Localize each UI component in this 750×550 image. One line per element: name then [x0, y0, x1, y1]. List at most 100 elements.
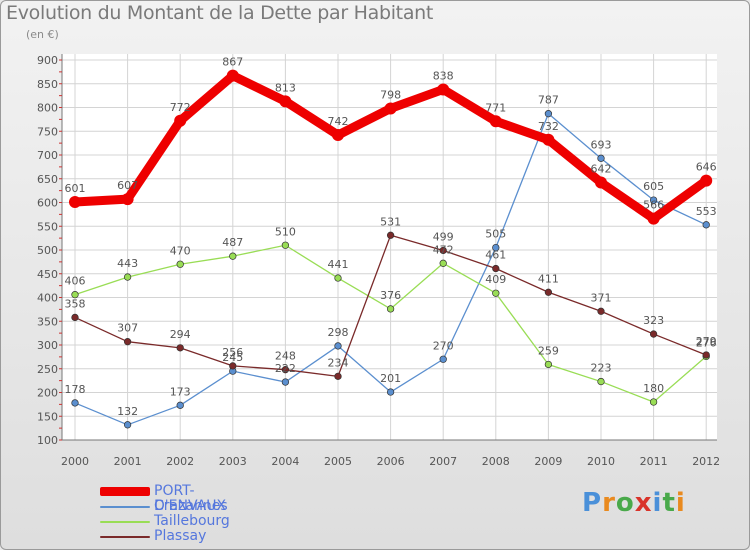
x-tick-label: 2011 — [640, 455, 668, 468]
data-label-port-denvaux: 601 — [65, 182, 86, 195]
y-tick-label: 850 — [37, 78, 58, 91]
data-point-port-denvaux — [226, 69, 239, 82]
y-tick-label: 100 — [37, 434, 58, 447]
y-tick-label: 500 — [37, 244, 58, 257]
x-tick-label: 2007 — [429, 455, 457, 468]
data-point-taillebourg — [649, 398, 658, 406]
legend-label-plassay: Plassay — [154, 528, 207, 544]
data-point-crazannes — [281, 378, 290, 386]
data-point-plassay — [597, 307, 605, 315]
x-tick-label: 2006 — [377, 455, 405, 468]
data-point-crazannes — [386, 388, 395, 396]
data-point-plassay — [386, 231, 395, 239]
x-tick-label: 2005 — [324, 455, 352, 468]
data-label-taillebourg: 470 — [170, 244, 191, 257]
logo-letter: i — [652, 488, 663, 518]
y-tick-label: 400 — [37, 292, 58, 305]
y-tick-label: 300 — [37, 339, 58, 352]
chart-subtitle: (en €) — [26, 28, 59, 41]
y-tick-label: 450 — [37, 268, 58, 281]
data-label-plassay: 256 — [222, 346, 243, 359]
data-point-crazannes — [649, 196, 658, 204]
x-tick-label: 2012 — [692, 455, 720, 468]
logo-letter: x — [634, 488, 653, 518]
data-label-plassay: 358 — [65, 297, 86, 310]
y-tick-label: 550 — [37, 220, 58, 233]
data-label-plassay: 234 — [328, 356, 349, 369]
data-point-taillebourg — [281, 241, 290, 249]
data-label-crazannes: 605 — [643, 180, 664, 193]
data-label-port-denvaux: 867 — [222, 56, 243, 69]
data-label-plassay: 411 — [538, 272, 559, 285]
data-label-plassay: 371 — [591, 291, 612, 304]
legend-swatch-plassay — [100, 536, 150, 538]
data-label-taillebourg: 180 — [643, 382, 664, 395]
data-point-plassay — [281, 366, 290, 374]
data-label-plassay: 248 — [275, 350, 296, 363]
data-point-crazannes — [176, 401, 184, 409]
data-point-plassay — [544, 288, 553, 296]
data-point-crazannes — [71, 399, 79, 407]
data-label-port-denvaux: 771 — [485, 101, 506, 114]
data-label-plassay: 499 — [433, 230, 454, 243]
data-label-plassay: 294 — [170, 328, 191, 341]
legend-label-taillebourg: Taillebourg — [154, 513, 230, 529]
y-tick-label: 750 — [37, 125, 58, 138]
logo-letter: r — [602, 488, 616, 518]
data-label-port-denvaux: 732 — [538, 120, 559, 133]
data-label-plassay: 307 — [117, 322, 138, 335]
data-label-port-denvaux: 813 — [275, 81, 296, 94]
x-tick-label: 2001 — [114, 455, 142, 468]
data-point-taillebourg — [597, 377, 605, 386]
chart-title: Evolution du Montant de la Dette par Hab… — [6, 2, 434, 24]
data-label-crazannes: 132 — [117, 405, 138, 418]
data-point-port-denvaux — [595, 176, 607, 189]
data-point-plassay — [439, 246, 447, 255]
x-tick-label: 2009 — [534, 455, 562, 468]
data-label-taillebourg: 510 — [275, 225, 296, 238]
data-point-crazannes — [597, 154, 605, 162]
x-tick-label: 2010 — [587, 455, 615, 468]
data-point-plassay — [229, 362, 237, 370]
x-tick-label: 2004 — [271, 455, 299, 468]
legend-label-port-denvaux: PORT-D'ENVAUX — [154, 483, 227, 514]
data-point-port-denvaux — [384, 102, 397, 115]
data-point-taillebourg — [544, 360, 553, 369]
x-tick-label: 2003 — [219, 455, 247, 468]
data-point-crazannes — [702, 221, 710, 229]
data-label-taillebourg: 276 — [696, 336, 717, 349]
logo-letter: o — [615, 488, 635, 518]
data-label-taillebourg: 441 — [328, 258, 349, 271]
y-tick-label: 600 — [37, 197, 58, 210]
data-point-crazannes — [334, 342, 342, 350]
x-tick-label: 2000 — [61, 455, 89, 468]
data-label-crazannes: 787 — [538, 94, 559, 107]
y-tick-label: 150 — [37, 410, 58, 423]
data-point-plassay — [649, 330, 658, 338]
data-point-taillebourg — [229, 252, 237, 260]
data-point-port-denvaux — [489, 115, 502, 128]
data-label-crazannes: 693 — [591, 138, 612, 151]
data-label-crazannes: 270 — [433, 339, 454, 352]
data-label-port-denvaux: 646 — [696, 161, 717, 174]
data-point-taillebourg — [386, 305, 395, 313]
data-point-plassay — [123, 338, 132, 346]
data-point-port-denvaux — [332, 129, 344, 142]
data-point-plassay — [176, 344, 184, 352]
data-point-port-denvaux — [700, 174, 713, 187]
logo-letter: i — [675, 488, 686, 518]
proxiti-logo: Proxiti — [582, 488, 686, 518]
data-point-crazannes — [123, 421, 132, 429]
data-point-taillebourg — [439, 259, 447, 267]
data-label-taillebourg: 472 — [433, 243, 454, 256]
data-label-port-denvaux: 742 — [328, 115, 349, 128]
y-tick-label: 650 — [37, 173, 58, 186]
data-point-taillebourg — [334, 274, 342, 282]
data-point-taillebourg — [176, 260, 184, 268]
legend-swatch-crazannes — [100, 506, 150, 508]
plot-area — [62, 54, 717, 440]
data-label-plassay: 279 — [696, 335, 717, 348]
y-tick-label: 350 — [37, 315, 58, 328]
data-point-crazannes — [492, 243, 500, 252]
